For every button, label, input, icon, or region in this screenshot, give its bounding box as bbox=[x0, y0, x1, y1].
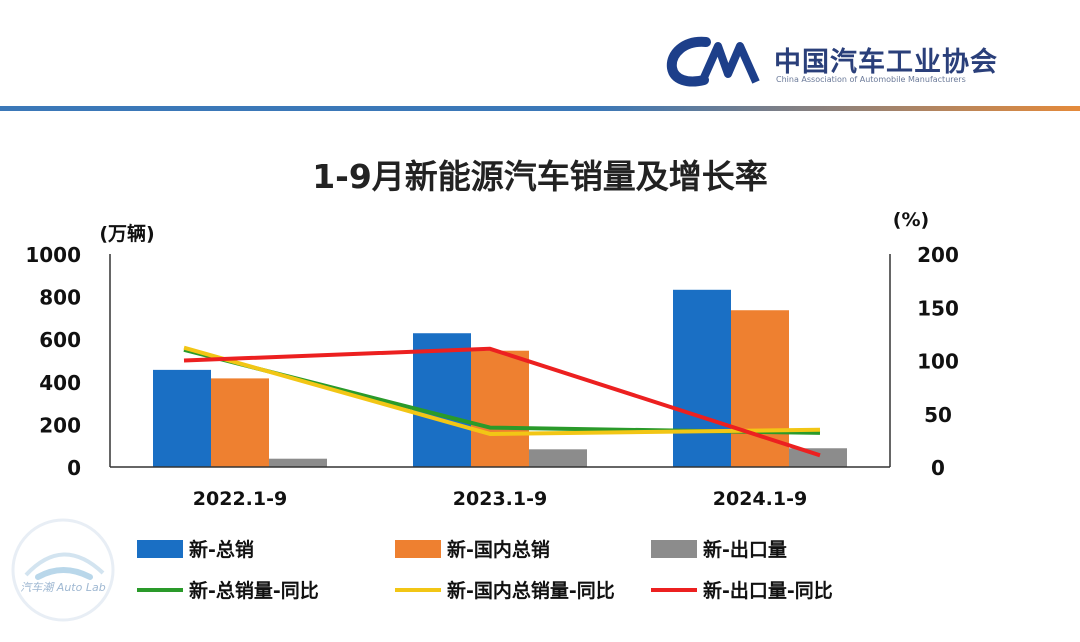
y-tick-right: 50 bbox=[924, 403, 952, 427]
caam-logo: 中国汽车工业协会 China Association of Automobile… bbox=[666, 34, 1011, 94]
bar-total-1 bbox=[153, 369, 211, 467]
y-tick-left: 0 bbox=[67, 456, 81, 480]
y-tick-right: 150 bbox=[917, 296, 959, 320]
logo-subtext: China Association of Automobile Manufact… bbox=[776, 75, 966, 84]
line-export_yoy bbox=[183, 346, 821, 458]
bar-export-3 bbox=[789, 448, 847, 467]
logo-text: 中国汽车工业协会 bbox=[774, 47, 998, 78]
legend-label: 新-总销量-同比 bbox=[189, 579, 319, 602]
y-tick-right: 100 bbox=[917, 350, 959, 374]
y-tick-left: 800 bbox=[39, 286, 81, 310]
watermark-text: 汽车潮 Auto Lab bbox=[20, 581, 105, 594]
y-tick-left: 200 bbox=[39, 413, 81, 437]
legend-label: 新-国内总销量-同比 bbox=[447, 579, 615, 602]
legend-label: 新-出口量-同比 bbox=[703, 579, 833, 602]
x-tick-label: 2023.1-9 bbox=[453, 488, 547, 510]
legend-swatch-export bbox=[651, 540, 697, 558]
header: 中国汽车工业协会 China Association of Automobile… bbox=[0, 0, 1080, 112]
y-tick-right: 200 bbox=[917, 243, 959, 267]
line-domestic_yoy bbox=[183, 345, 821, 436]
legend-label: 新-国内总销 bbox=[447, 538, 550, 561]
y-tick-left: 1000 bbox=[25, 243, 81, 267]
legend-swatch-total bbox=[137, 540, 183, 558]
bar-domestic-2 bbox=[471, 350, 529, 467]
y-tick-right: 0 bbox=[931, 456, 945, 480]
bar-total-2 bbox=[413, 333, 471, 467]
bar-export-2 bbox=[529, 449, 587, 467]
y-axis-label-left: (万辆) bbox=[99, 222, 154, 245]
legend-swatch-domestic bbox=[395, 540, 441, 558]
x-tick-label: 2024.1-9 bbox=[713, 488, 807, 510]
chart-title: 1-9月新能源汽车销量及增长率 bbox=[312, 157, 768, 196]
bar-total-3 bbox=[673, 289, 731, 467]
x-tick-label: 2022.1-9 bbox=[193, 488, 287, 510]
header-divider bbox=[0, 106, 1080, 111]
caam-logo-icon bbox=[666, 36, 760, 87]
watermark-logo: 汽车潮 Auto Lab bbox=[11, 518, 115, 622]
legend-label: 新-出口量 bbox=[703, 538, 787, 561]
bar-domestic-1 bbox=[211, 378, 269, 467]
y-axis-label-right: (%) bbox=[893, 209, 929, 231]
y-tick-left: 400 bbox=[39, 371, 81, 395]
y-tick-left: 600 bbox=[39, 328, 81, 352]
legend-label: 新-总销 bbox=[189, 538, 254, 561]
bar-export-1 bbox=[269, 458, 327, 467]
